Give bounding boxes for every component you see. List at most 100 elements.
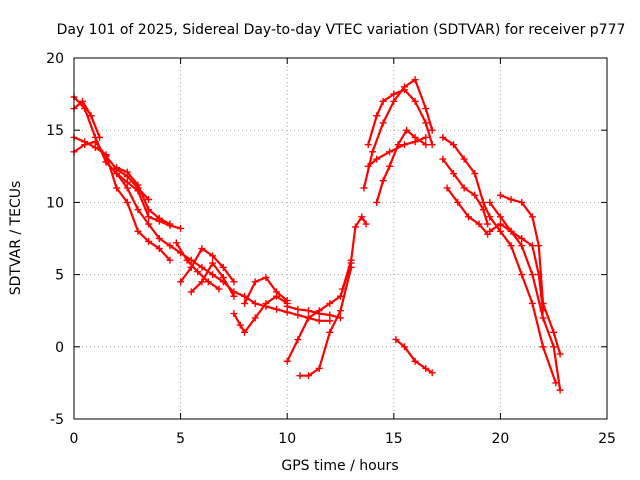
data-point [230,310,238,318]
data-point [102,158,110,166]
data-point [411,97,419,105]
data-point [539,343,547,351]
data-point [486,213,494,221]
data-point [364,162,372,170]
data-point [496,191,504,199]
data-point [373,155,381,163]
data-point [496,227,504,235]
y-tick-label: 5 [55,268,64,284]
data-point [337,292,344,300]
data-point [364,141,372,149]
data-point [351,223,359,231]
data-point [411,133,419,141]
data-point [379,177,387,185]
data-point [460,155,468,163]
series-track-23 [443,184,492,238]
y-tick-label: 15 [46,123,64,139]
series-line [488,201,562,392]
data-point [496,213,504,221]
data-point [471,191,479,199]
data-point [283,302,291,310]
data-point [183,256,191,264]
data-point [528,299,536,307]
data-point [360,184,368,192]
data-point [91,144,99,152]
data-point [326,328,334,336]
data-point [230,292,238,300]
data-point [123,198,131,206]
data-point [528,271,536,279]
data-point [177,278,185,286]
x-tick-label: 5 [176,431,185,447]
data-point [518,242,526,250]
data-point [102,151,110,159]
data-point [496,220,504,228]
y-tick-label: 0 [55,340,64,356]
data-point [528,242,536,250]
data-point [400,343,408,351]
data-point [209,259,217,267]
data-point [198,245,206,253]
data-point [535,242,543,250]
data-point [113,164,121,172]
series-track-21 [439,133,494,221]
data-point [528,213,536,221]
data-point [479,198,487,206]
data-point [241,328,249,336]
series-track-27 [486,220,547,315]
data-point [241,299,249,307]
series-track-1 [70,93,334,325]
data-point [507,227,515,235]
data-point [305,372,313,380]
data-point [552,379,560,387]
data-point [386,162,394,170]
y-axis-label: SDTVAR / TECUs [8,181,24,296]
data-point [386,148,394,156]
series-track-25 [486,213,560,387]
data-point [187,288,195,296]
data-point [251,278,259,286]
data-point [262,273,270,281]
data-point [400,86,408,94]
data-traces [70,76,564,394]
data-point [155,214,163,222]
data-point [219,273,227,281]
data-point [439,155,447,163]
data-point [315,310,323,318]
data-point [219,263,227,271]
data-point [230,278,238,286]
data-point [550,343,558,351]
data-point [475,220,483,228]
x-axis-label: GPS time / hours [281,458,398,474]
data-point [484,220,492,228]
data-point [539,314,547,322]
data-point [550,328,558,336]
series-line [488,215,557,384]
data-point [460,184,468,192]
data-point [347,256,355,264]
data-point [251,314,259,322]
y-tick-label: 10 [46,195,64,211]
data-point [305,307,313,315]
data-point [79,97,87,105]
data-point [400,141,408,149]
data-point [166,220,174,228]
data-point [428,126,436,134]
data-point [81,138,89,146]
data-point [198,263,206,271]
series-track-14 [283,302,344,322]
data-point [471,170,479,178]
data-point [134,181,142,189]
data-point [507,242,515,250]
data-point [273,288,281,296]
data-point [134,227,142,235]
data-point [296,372,304,380]
series-line [362,78,434,190]
data-point [241,292,249,300]
series-track-19 [373,126,430,206]
plot-frame [73,57,608,420]
data-point [315,317,323,325]
data-point [556,386,564,394]
data-point [337,307,344,315]
